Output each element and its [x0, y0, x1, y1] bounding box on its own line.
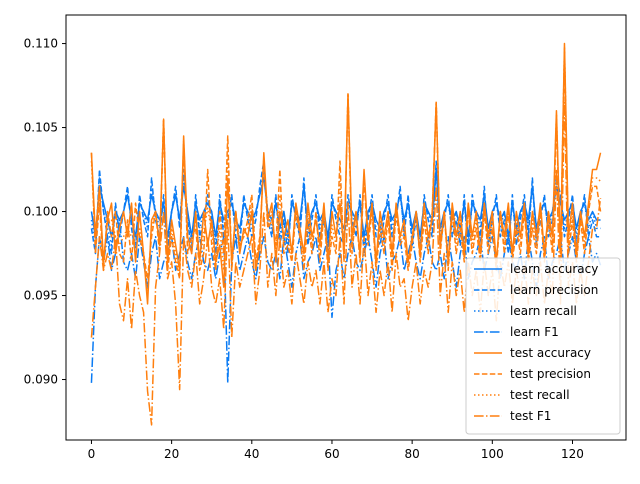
x-tick-label: 100 [481, 447, 504, 461]
legend-label: test precision [510, 367, 591, 381]
x-tick-label: 20 [164, 447, 179, 461]
series-line-test-precision [90, 51, 602, 280]
legend-label: learn accuracy [510, 262, 598, 276]
y-tick-label: 0.110 [24, 37, 58, 51]
x-tick-label: 60 [324, 447, 339, 461]
legend-label: test accuracy [510, 346, 591, 360]
x-tick-label: 120 [561, 447, 584, 461]
legend-label: test F1 [510, 409, 551, 423]
y-axis: 0.090 0.095 0.100 0.105 0.110 [24, 37, 66, 387]
series-line-test-recall [90, 46, 602, 297]
x-tick-label: 80 [405, 447, 420, 461]
series-layer [90, 42, 602, 426]
y-tick-label: 0.105 [24, 121, 58, 135]
legend-label: learn precision [510, 283, 598, 297]
legend-label: learn F1 [510, 325, 559, 339]
y-tick-label: 0.090 [24, 373, 58, 387]
legend-label: test recall [510, 388, 570, 402]
plot-frame [65, 14, 627, 441]
x-tick-label: 0 [88, 447, 96, 461]
y-tick-label: 0.100 [24, 205, 58, 219]
y-tick-label: 0.095 [24, 289, 58, 303]
x-axis: 0 20 40 60 80 100 120 [88, 440, 584, 461]
series-line-learn-precision [90, 160, 601, 255]
legend: learn accuracy learn precision learn recal… [465, 257, 621, 435]
legend-box [465, 257, 621, 435]
legend-label: learn recall [510, 304, 577, 318]
series-line-test-f1 [90, 101, 602, 426]
x-tick-label: 40 [244, 447, 259, 461]
